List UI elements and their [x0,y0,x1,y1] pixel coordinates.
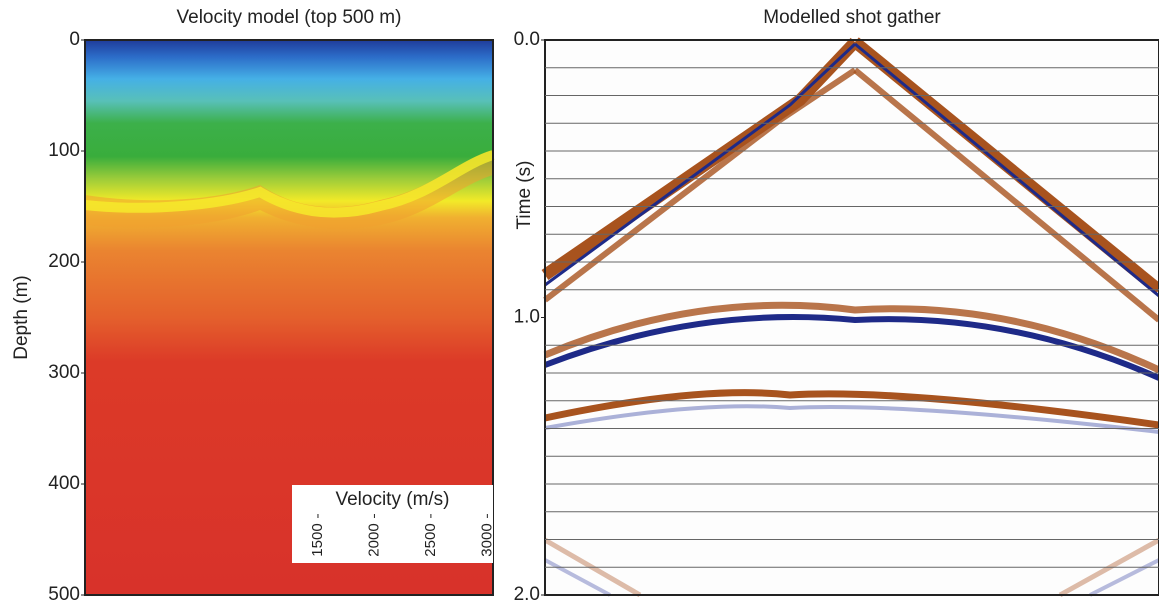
colorbar-tick-label: 1500 [309,523,326,556]
y-tick-label: 0 [69,29,80,50]
y-tick-label: 1.0 [514,307,540,328]
y-tick-label: 200 [48,251,80,272]
y-tick-label: 400 [48,473,80,494]
seismic-events [541,37,1159,598]
plot-frame [84,39,494,596]
colorbar-box [292,485,493,563]
y-tick-label: 2.0 [514,584,540,605]
velocity-layer [84,150,495,218]
chart-title: Modelled shot gather [763,7,941,28]
y-tick-label: 0.0 [514,29,540,50]
y-tick-label: 100 [48,140,80,161]
colorbar-tick-label: 2000 [365,523,382,556]
chart-title: Velocity model (top 500 m) [177,7,402,28]
y-axis-label: Depth (m) [11,275,32,359]
y-tick-label: 300 [48,362,80,383]
y-axis-label: Time (s) [514,161,535,230]
colorbar-tick-label: 2500 [422,523,439,556]
y-tick-label: 500 [48,584,80,605]
colorbar-tick-label: 3000 [478,523,495,556]
colorbar-label: Velocity (m/s) [335,489,449,510]
